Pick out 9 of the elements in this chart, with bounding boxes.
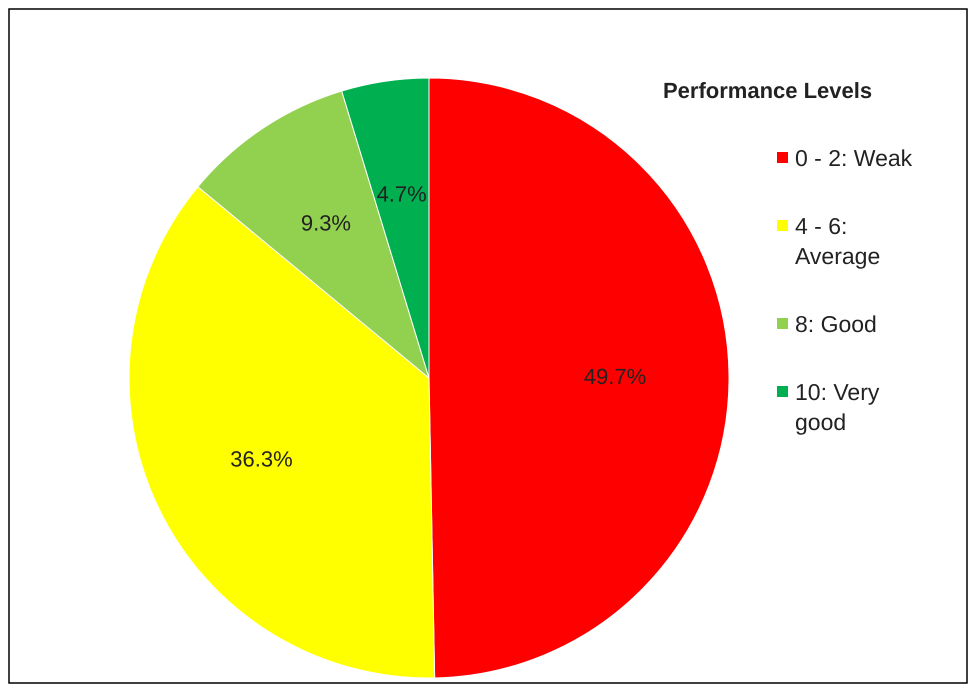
legend-label: 4 - 6: Average [795,213,880,269]
data-label: 4.7% [376,182,427,207]
legend-label: 8: Good [795,311,877,337]
data-label: 36.3% [230,446,293,472]
data-label: 9.3% [300,210,351,236]
legend-label: 0 - 2: Weak [795,145,913,171]
legend-title: Performance Levels [663,78,872,103]
data-label: 49.7% [584,364,646,389]
legend-label: 10: Very good [795,379,880,435]
